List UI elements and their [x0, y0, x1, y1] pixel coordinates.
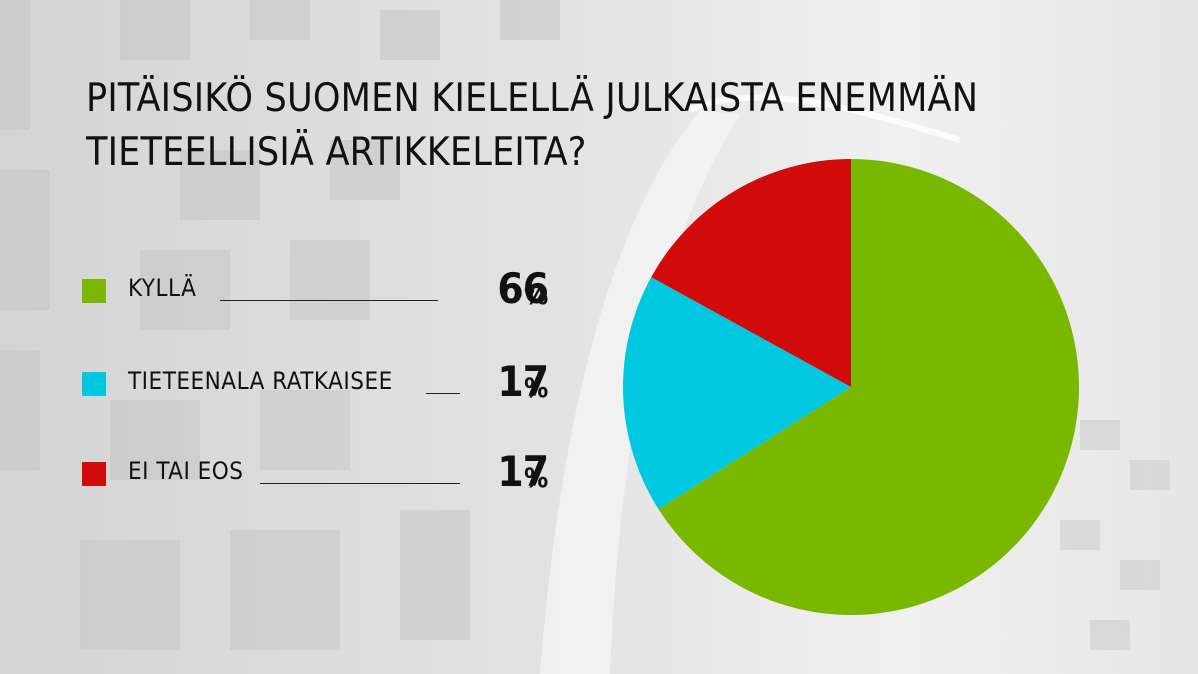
legend-label-ei-tai-eos: EI TAI EOS [128, 457, 244, 485]
leader-line-ei-tai-eos [260, 483, 460, 484]
leader-line-kylla [220, 300, 438, 301]
legend-swatch-ei-tai-eos [82, 462, 106, 486]
pie-slice-ei-tai-eos [651, 159, 851, 387]
pie-chart [623, 159, 1079, 615]
value-label-kylla: 66 [497, 264, 549, 313]
unit-label-kylla: % [524, 280, 549, 311]
legend-swatch-kylla [82, 279, 106, 303]
unit-label-ei-tai-eos: % [524, 463, 549, 494]
chart-title-line-2: TIETEELLISIÄ ARTIKKELEITA? [86, 130, 587, 175]
legend-item-kylla: KYLLÄ 66 % [82, 264, 552, 314]
pie-slice-kylla [658, 159, 1079, 615]
chart-title-line-1: PITÄISIKÖ SUOMEN KIELELLÄ JULKAISTA ENEM… [86, 76, 979, 121]
legend-swatch-tieteenala [82, 372, 106, 396]
value-label-ei-tai-eos: 17 [497, 447, 549, 496]
unit-label-tieteenala: % [524, 373, 549, 404]
leader-line-tieteenala [426, 393, 460, 394]
legend-item-tieteenala: TIETEENALA RATKAISEE 17 % [82, 357, 552, 407]
pie-slice-tieteenala [623, 277, 851, 510]
legend-label-tieteenala: TIETEENALA RATKAISEE [128, 367, 393, 395]
value-label-tieteenala: 17 [497, 357, 549, 406]
chart-title: PITÄISIKÖ SUOMEN KIELELLÄ JULKAISTA ENEM… [86, 72, 986, 180]
legend-label-kylla: KYLLÄ [128, 274, 197, 302]
legend-item-ei-tai-eos: EI TAI EOS 17 % [82, 447, 552, 497]
